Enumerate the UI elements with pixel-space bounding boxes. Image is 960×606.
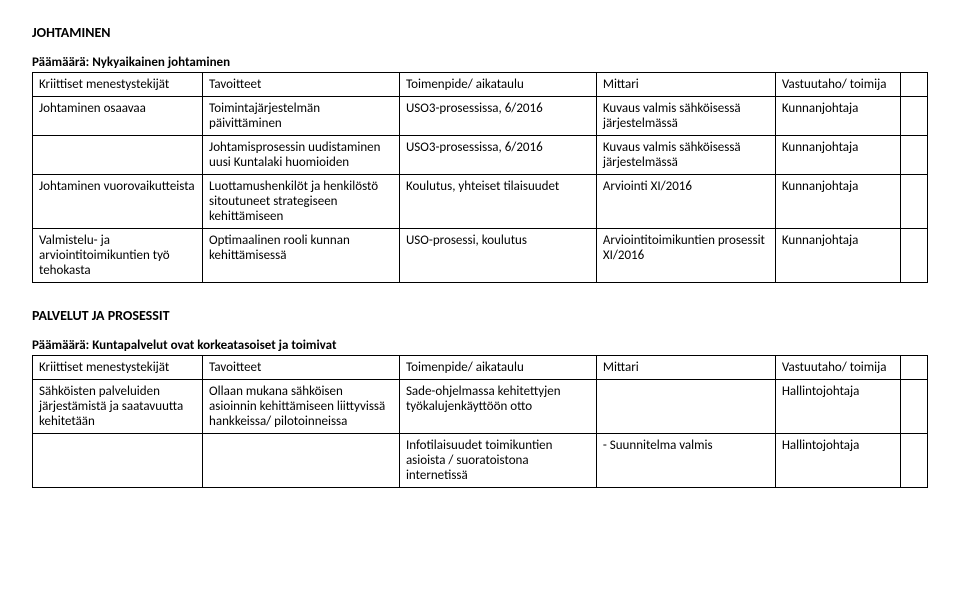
cell (901, 380, 928, 434)
cell (901, 175, 928, 229)
section2-goal: Päämäärä: Kuntapalvelut ovat korkeatasoi… (32, 338, 928, 353)
cell (901, 434, 928, 488)
cell: Kuvaus valmis sähköisessä järjestelmässä (596, 136, 775, 175)
cell: USO-prosessi, koulutus (399, 229, 596, 283)
table-row: Valmistelu- ja arviointitoimikuntien työ… (33, 229, 928, 283)
col-header: Toimenpide/ aikataulu (399, 73, 596, 97)
cell (901, 229, 928, 283)
col-header: Vastuutaho/ toimija (775, 73, 900, 97)
cell (596, 380, 775, 434)
section2-title: PALVELUT JA PROSESSIT (32, 307, 928, 324)
cell: USO3-prosessissa, 6/2016 (399, 136, 596, 175)
cell: Kunnanjohtaja (775, 97, 900, 136)
cell (33, 136, 203, 175)
cell: USO3-prosessissa, 6/2016 (399, 97, 596, 136)
cell: Kuvaus valmis sähköisessä järjestelmässä (596, 97, 775, 136)
cell: Johtaminen osaavaa (33, 97, 203, 136)
col-header: Tavoitteet (203, 73, 400, 97)
cell: Hallintojohtaja (775, 434, 900, 488)
col-header: Kriittiset menestystekijät (33, 356, 203, 380)
table-header-row: Kriittiset menestystekijät Tavoitteet To… (33, 356, 928, 380)
cell: Kunnanjohtaja (775, 136, 900, 175)
section2-table: Kriittiset menestystekijät Tavoitteet To… (32, 355, 928, 488)
cell: Kunnanjohtaja (775, 175, 900, 229)
cell: Kunnanjohtaja (775, 229, 900, 283)
table-row: Infotilaisuudet toimikuntien asioista / … (33, 434, 928, 488)
col-header: Toimenpide/ aikataulu (399, 356, 596, 380)
col-header: Mittari (596, 73, 775, 97)
cell (901, 136, 928, 175)
table-row: Johtaminen osaavaa Toimintajärjestelmän … (33, 97, 928, 136)
col-header: Tavoitteet (203, 356, 400, 380)
col-header: Mittari (596, 356, 775, 380)
cell: - Suunnitelma valmis (596, 434, 775, 488)
col-header: Kriittiset menestystekijät (33, 73, 203, 97)
cell: Toimintajärjestelmän päivittäminen (203, 97, 400, 136)
cell: Hallintojohtaja (775, 380, 900, 434)
cell (203, 434, 400, 488)
cell: Valmistelu- ja arviointitoimikuntien työ… (33, 229, 203, 283)
section1-goal: Päämäärä: Nykyaikainen johtaminen (32, 55, 928, 70)
cell: Luottamushenkilöt ja henkilöstö sitoutun… (203, 175, 400, 229)
cell: Optimaalinen rooli kunnan kehittämisessä (203, 229, 400, 283)
cell (901, 97, 928, 136)
cell: Sähköisten palveluiden järjestämistä ja … (33, 380, 203, 434)
table-row: Johtaminen vuorovaikutteista Luottamushe… (33, 175, 928, 229)
cell: Arviointitoimikuntien prosessit XI/2016 (596, 229, 775, 283)
cell (33, 434, 203, 488)
cell: Johtaminen vuorovaikutteista (33, 175, 203, 229)
cell: Johtamisprosessin uudistaminen uusi Kunt… (203, 136, 400, 175)
cell: Arviointi XI/2016 (596, 175, 775, 229)
table-row: Sähköisten palveluiden järjestämistä ja … (33, 380, 928, 434)
cell: Infotilaisuudet toimikuntien asioista / … (399, 434, 596, 488)
cell: Koulutus, yhteiset tilaisuudet (399, 175, 596, 229)
col-header: Vastuutaho/ toimija (775, 356, 900, 380)
cell: Ollaan mukana sähköisen asioinnin kehitt… (203, 380, 400, 434)
cell: Sade-ohjelmassa kehitettyjen työkalujenk… (399, 380, 596, 434)
section1-title: JOHTAMINEN (32, 24, 928, 41)
table-row: Johtamisprosessin uudistaminen uusi Kunt… (33, 136, 928, 175)
col-header (901, 73, 928, 97)
section1-table: Kriittiset menestystekijät Tavoitteet To… (32, 72, 928, 283)
table-header-row: Kriittiset menestystekijät Tavoitteet To… (33, 73, 928, 97)
col-header (901, 356, 928, 380)
